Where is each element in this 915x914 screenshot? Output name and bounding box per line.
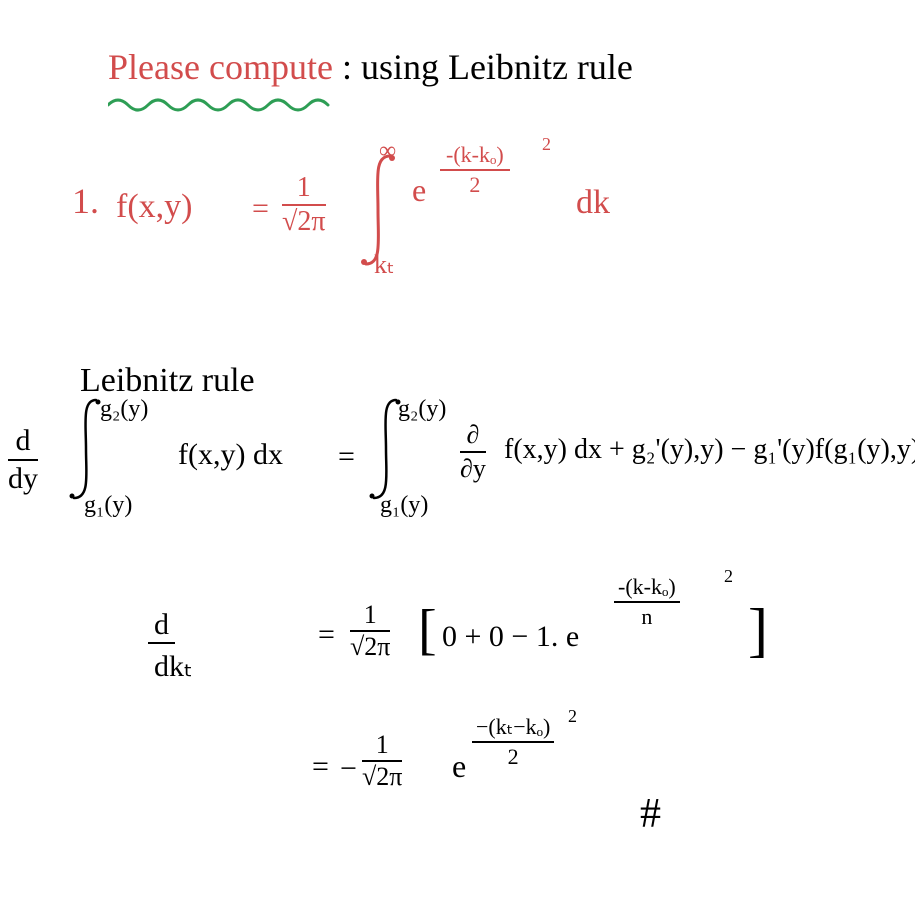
exponent-fraction: -(k-kₒ) 2 [440,142,510,198]
d-by-dy: d dy [8,424,38,496]
page-title: Please compute : using Leibnitz rule [108,46,633,88]
rule-eq: = [338,440,355,474]
exp-sq-s2: 2 [568,706,577,727]
bracket-right: ] [748,596,768,665]
coeff-s2: 1 √2π [362,732,402,790]
lhs-integrand: f(x,y) dx [178,438,283,472]
coeff-top-s1: 1 [350,602,390,632]
differential-dk: dk [576,184,610,222]
rhs-upper-limit: g₂(y) [398,396,446,423]
exp-frac-s2: −(kₜ−kₒ) 2 [472,714,554,770]
problem-lhs: f(x,y) [116,188,192,226]
problem-line: 1. f(x,y) = 1 √2π ∞ kₜ e -(k-kₒ) 2 2 dk [72,180,99,222]
euler-e: e [412,172,426,208]
exp-top-s1: -(k-kₒ) [614,574,680,603]
limit-lower: kₜ [374,250,395,280]
neg-s2: − [340,752,357,786]
title-suffix: using Leibnitz rule [361,47,633,87]
exp-square: 2 [542,134,551,155]
lhs-lower-limit: g₁(y) [84,492,132,519]
lhs-upper-limit: g₂(y) [100,396,148,423]
eq-s1: = [318,618,335,652]
d-top: d [8,424,38,461]
title-colon: : [342,47,352,87]
underline-squiggle [108,95,348,117]
exp-bot-s1: n [614,603,680,630]
coeff-top-s2: 1 [362,732,402,762]
exp-bot: 2 [440,171,510,198]
coeff-bot: √2π [282,206,326,236]
problem-coeff: 1 √2π [282,174,326,236]
coeff-s1: 1 √2π [350,602,390,660]
integrand-euler: e -(k-kₒ) 2 2 [412,172,426,209]
title-prefix: Please compute [108,47,333,87]
d-top-s1: d [148,608,175,644]
partial-bot: ∂y [460,453,486,484]
exp-top-s2: −(kₜ−kₒ) [472,714,554,743]
exp-sq-s1: 2 [724,566,733,587]
euler-e-s2: e [452,748,466,785]
coeff-bot-s1: √2π [350,632,390,660]
end-mark: # [640,790,661,838]
problem-eq: = [252,192,269,226]
problem-number: 1. [72,181,99,221]
bracket-left: [ [418,598,437,662]
coeff-bot-s2: √2π [362,762,402,790]
exp-bot-s2: 2 [472,743,554,770]
eq-s2: = [312,750,329,784]
d-bot-s1: dkₜ [148,648,199,684]
rule-rest: f(x,y) dx + g₂'(y),y) − g₁'(y)f(g₁(y),y) [504,434,915,466]
rhs-lower-limit: g₁(y) [380,492,428,519]
bracket-contents: 0 + 0 − 1. e [442,620,579,654]
partial-fraction: ∂ ∂y [460,420,486,484]
exp-top: -(k-kₒ) [440,142,510,171]
partial-top: ∂ [460,420,486,453]
coeff-top: 1 [282,174,326,206]
exp-frac-s1: -(k-kₒ) n [614,574,680,630]
d-bot: dy [8,461,38,496]
